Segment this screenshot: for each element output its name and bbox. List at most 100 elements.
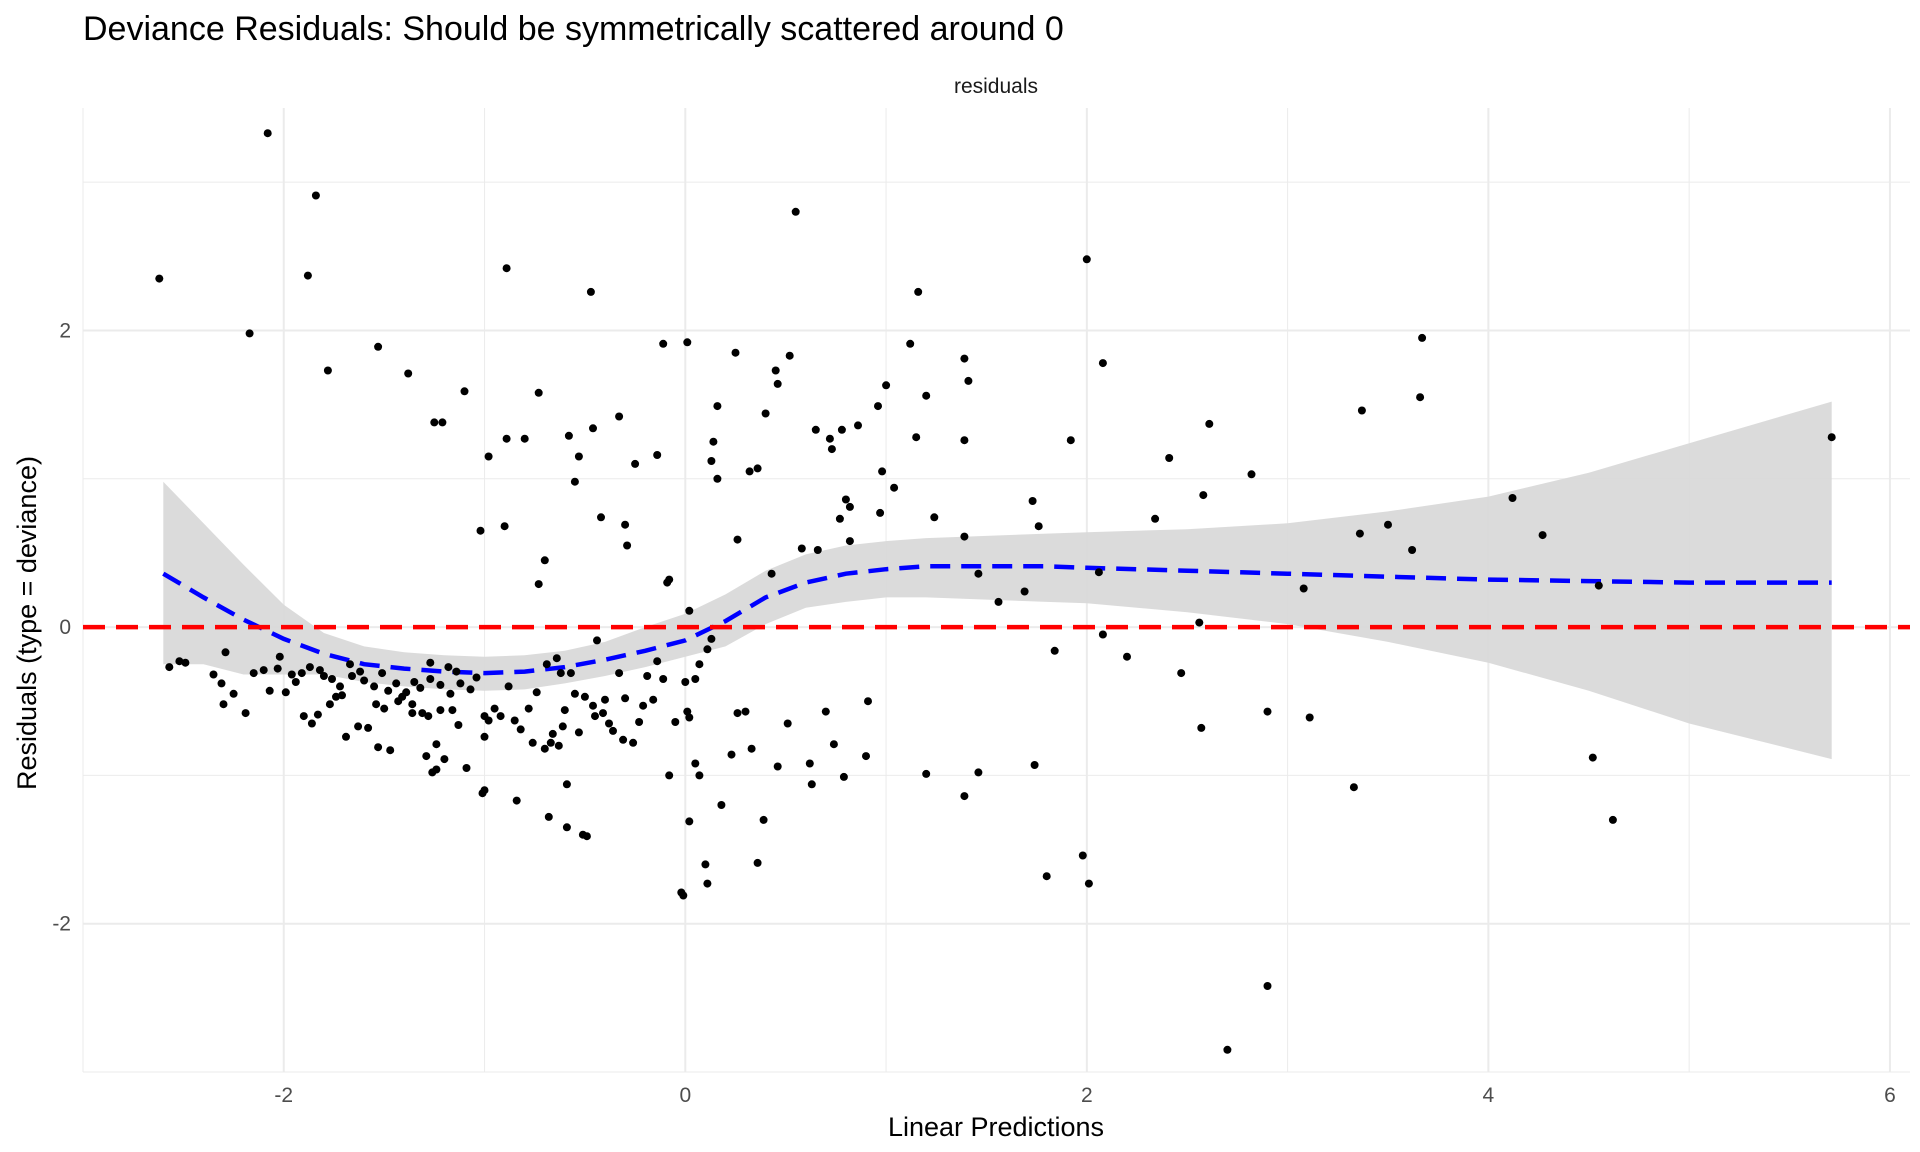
data-point <box>422 752 431 761</box>
data-point <box>348 672 356 680</box>
data-point <box>835 514 844 523</box>
data-point <box>273 664 282 673</box>
data-point <box>332 692 340 701</box>
data-point <box>589 424 597 433</box>
data-point <box>659 339 668 348</box>
data-point <box>890 483 899 492</box>
y-tick-label: 2 <box>59 319 71 342</box>
smooth-line-layer <box>162 564 1832 676</box>
data-point <box>1305 713 1314 722</box>
data-point <box>440 755 449 764</box>
data-point <box>241 709 250 718</box>
data-point <box>249 669 258 678</box>
y-axis-title: Residuals (type = deviance) <box>12 456 42 790</box>
data-point <box>480 732 489 741</box>
data-point <box>643 672 652 680</box>
data-point <box>771 366 780 375</box>
data-point <box>1098 630 1107 639</box>
data-point <box>502 264 511 273</box>
data-point <box>960 792 969 801</box>
data-point <box>446 689 455 698</box>
data-point <box>534 580 543 589</box>
data-point <box>299 712 308 721</box>
data-point <box>570 477 579 486</box>
data-point <box>681 678 690 686</box>
data-point <box>1042 872 1051 881</box>
data-point <box>540 744 549 753</box>
data-point <box>665 575 674 584</box>
data-point <box>520 434 529 443</box>
data-point <box>512 796 521 805</box>
data-point <box>813 546 822 554</box>
data-point <box>1263 707 1272 716</box>
data-point <box>476 526 485 535</box>
data-point <box>490 704 499 713</box>
data-point <box>695 660 704 669</box>
data-point <box>854 421 862 430</box>
data-point <box>562 823 571 832</box>
data-point <box>1408 546 1417 554</box>
y-tick-label: 0 <box>59 616 71 639</box>
data-point <box>839 772 848 781</box>
data-point <box>1177 669 1186 678</box>
data-point <box>1594 581 1603 590</box>
data-point <box>1151 514 1160 523</box>
data-point <box>524 704 533 713</box>
data-point <box>408 700 417 709</box>
data-point <box>605 719 613 728</box>
data-point <box>597 513 605 522</box>
data-point <box>761 409 770 418</box>
data-point <box>307 719 316 728</box>
data-point <box>753 464 762 473</box>
confidence-ribbon-area <box>163 401 1832 760</box>
data-point <box>878 467 887 476</box>
data-point <box>217 679 226 688</box>
data-point <box>811 425 820 434</box>
data-point <box>313 710 322 719</box>
data-point <box>653 657 662 666</box>
data-point <box>745 467 754 476</box>
x-tick-label: 6 <box>1884 1084 1896 1107</box>
data-point <box>410 678 419 686</box>
tick-labels: -2 0 2 4 6 -2 0 2 <box>52 319 1895 1107</box>
data-point <box>416 683 425 692</box>
data-point <box>430 418 439 427</box>
data-point <box>1034 522 1043 531</box>
data-point <box>291 678 300 686</box>
data-point <box>454 721 463 729</box>
data-point <box>404 369 413 378</box>
data-point <box>882 381 891 390</box>
data-point <box>562 780 571 789</box>
x-tick-label: 4 <box>1483 1084 1495 1107</box>
data-point <box>311 191 320 200</box>
data-point <box>960 532 969 541</box>
data-point <box>219 700 228 709</box>
data-point <box>221 648 230 657</box>
data-point <box>287 670 296 679</box>
data-point <box>635 718 644 726</box>
data-point <box>432 740 441 749</box>
data-point <box>1205 419 1214 428</box>
data-point <box>1223 1045 1232 1054</box>
x-tick-label: 0 <box>679 1084 691 1107</box>
data-point <box>364 723 373 732</box>
data-point <box>1247 470 1256 479</box>
data-point <box>516 725 525 734</box>
x-tick-label: -2 <box>274 1084 293 1107</box>
data-point <box>599 709 607 718</box>
data-point <box>556 669 565 678</box>
data-point <box>691 675 700 683</box>
data-point <box>354 722 363 731</box>
data-point <box>974 768 983 777</box>
data-point <box>462 764 471 772</box>
data-point <box>709 437 718 446</box>
data-point <box>807 780 816 789</box>
data-point <box>460 387 469 396</box>
data-point <box>319 672 328 680</box>
data-point <box>566 669 575 678</box>
data-point <box>589 701 597 710</box>
facet-strip-label: residuals <box>954 75 1038 98</box>
data-point <box>528 738 537 747</box>
data-point <box>845 537 854 546</box>
confidence-ribbon <box>163 401 1832 760</box>
